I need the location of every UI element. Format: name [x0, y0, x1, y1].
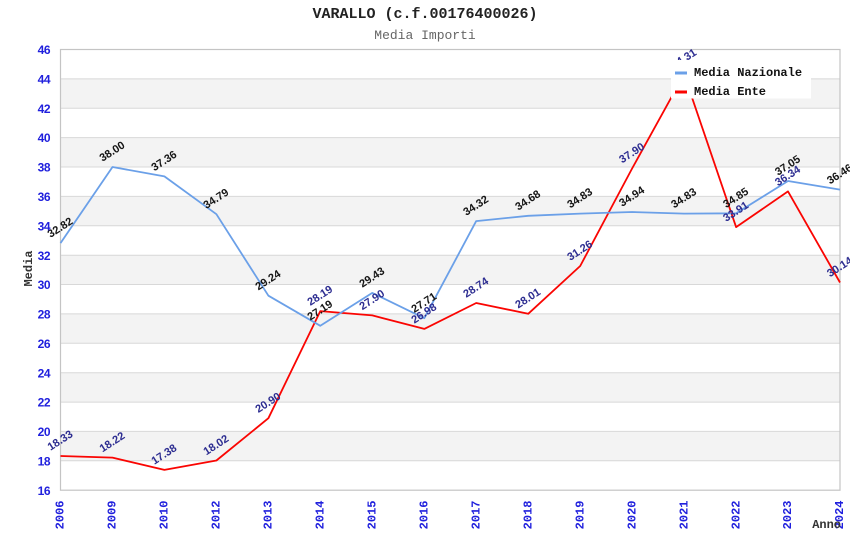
svg-text:2018: 2018 — [521, 501, 535, 530]
svg-text:2014: 2014 — [313, 501, 327, 530]
svg-text:Media Importi: Media Importi — [374, 28, 476, 43]
svg-text:2006: 2006 — [54, 501, 68, 530]
svg-text:42: 42 — [38, 102, 51, 116]
svg-text:2009: 2009 — [106, 501, 120, 530]
svg-text:26: 26 — [38, 337, 51, 351]
svg-text:2021: 2021 — [677, 501, 691, 530]
svg-text:36: 36 — [38, 190, 51, 204]
svg-text:2015: 2015 — [365, 501, 379, 530]
svg-text:Media Ente: Media Ente — [694, 85, 766, 99]
svg-text:28: 28 — [38, 307, 51, 321]
svg-text:2024: 2024 — [833, 501, 847, 530]
svg-text:40: 40 — [38, 131, 51, 145]
svg-text:Media: Media — [22, 250, 36, 286]
svg-text:34: 34 — [38, 219, 51, 233]
svg-text:18: 18 — [38, 454, 51, 468]
svg-text:Anno: Anno — [812, 518, 841, 532]
svg-text:Media Nazionale: Media Nazionale — [694, 66, 802, 80]
svg-text:2019: 2019 — [573, 501, 587, 530]
svg-text:2022: 2022 — [729, 501, 743, 530]
svg-text:44: 44 — [38, 72, 51, 86]
svg-text:46: 46 — [38, 43, 51, 57]
svg-text:2016: 2016 — [417, 501, 431, 530]
svg-text:2012: 2012 — [210, 501, 224, 530]
svg-text:2023: 2023 — [781, 501, 795, 530]
svg-text:32: 32 — [38, 249, 51, 263]
svg-text:16: 16 — [38, 484, 51, 498]
svg-text:2017: 2017 — [469, 501, 483, 530]
svg-text:30: 30 — [38, 278, 51, 292]
svg-text:2010: 2010 — [158, 501, 172, 530]
svg-text:VARALLO (c.f.00176400026): VARALLO (c.f.00176400026) — [312, 6, 537, 23]
svg-text:2013: 2013 — [262, 501, 276, 530]
svg-text:20: 20 — [38, 425, 51, 439]
svg-text:22: 22 — [38, 396, 51, 410]
svg-text:2020: 2020 — [625, 501, 639, 530]
svg-text:24: 24 — [38, 366, 51, 380]
svg-text:38: 38 — [38, 161, 51, 175]
